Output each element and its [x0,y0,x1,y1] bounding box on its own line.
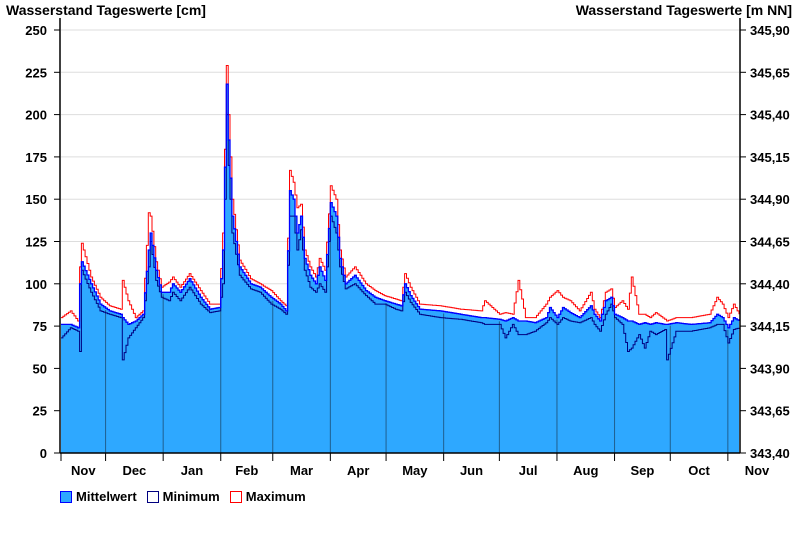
x-tick-label: Sep [630,463,654,478]
x-tick-label: Feb [235,463,258,478]
y-tick-label-right: 344,90 [750,192,790,207]
y-tick-label-right: 345,40 [750,108,790,123]
max-line [61,65,740,322]
legend-label-mean: Mittelwert [76,489,137,504]
y-tick-label: 175 [25,150,47,165]
x-tick-label: Jun [460,463,483,478]
y-tick-label-right: 345,15 [750,150,790,165]
y-tick-label-right: 343,90 [750,361,790,376]
legend-swatch-min [146,490,159,503]
y-tick-label-right: 344,15 [750,319,790,334]
y-tick-label: 200 [25,108,47,123]
right-axis-title: Wasserstand Tageswerte [m NN] [575,2,792,18]
legend-swatch-max [229,490,242,503]
x-tick-label: May [402,463,428,478]
x-tick-label: Jan [181,463,203,478]
y-tick-label: 100 [25,277,47,292]
legend: Mittelwert Minimum Maximum [60,489,306,504]
y-tick-label: 125 [25,235,47,250]
legend-swatch-mean [60,490,72,503]
x-tick-label: Mar [290,463,313,478]
y-tick-label-right: 343,40 [750,446,790,461]
x-tick-label: Nov [745,463,770,478]
y-tick-label: 150 [25,192,47,207]
legend-label-max: Maximum [245,489,306,504]
legend-item-mean: Mittelwert [60,489,137,504]
y-tick-label: 225 [25,65,47,80]
y-tick-label-right: 343,65 [750,404,790,419]
y-tick-label-right: 344,40 [750,277,790,292]
mean-line [61,83,740,329]
min-line [61,114,740,361]
legend-item-min: Minimum [146,489,220,504]
x-tick-label: Aug [573,463,598,478]
y-tick-label: 0 [40,446,47,461]
left-axis-title: Wasserstand Tageswerte [cm] [6,2,206,18]
legend-item-max: Maximum [229,489,306,504]
y-tick-label-right: 345,65 [750,65,790,80]
y-tick-label-right: 345,90 [750,23,790,38]
x-tick-label: Nov [71,463,96,478]
x-tick-label: Dec [122,463,146,478]
x-tick-label: Oct [688,463,710,478]
legend-label-min: Minimum [162,489,220,504]
mean-area [61,84,739,453]
y-tick-label: 250 [25,23,47,38]
y-tick-label: 50 [33,361,47,376]
x-tick-label: Apr [347,463,369,478]
y-tick-label: 75 [33,319,47,334]
x-tick-label: Jul [519,463,538,478]
y-tick-label: 25 [33,404,47,419]
y-tick-label-right: 344,65 [750,235,790,250]
